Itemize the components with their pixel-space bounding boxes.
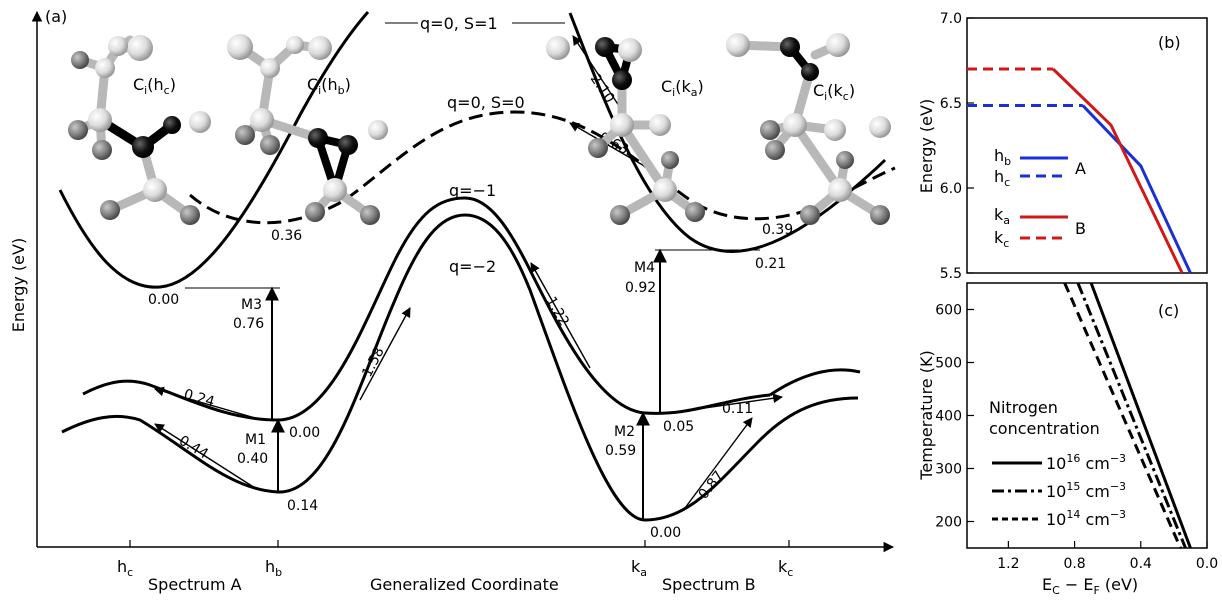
barrier-1-22: 1.22 bbox=[543, 294, 572, 329]
panel-c-x-ticks: 1.2 0.8 0.4 0.0 bbox=[997, 541, 1218, 572]
panel-c-x-tick-label: 0.8 bbox=[1063, 556, 1085, 572]
tick-hb: hb bbox=[265, 557, 282, 579]
transition-m4-value: 0.92 bbox=[625, 280, 656, 296]
curve-q-minus1 bbox=[82, 196, 771, 422]
legend-title-line2: concentration bbox=[989, 419, 1100, 438]
panel-c-y-ticks: 600 500 400 300 200 bbox=[935, 303, 974, 531]
spectrum-a-label: Spectrum A bbox=[148, 575, 242, 594]
tick-kc: kc bbox=[778, 557, 793, 579]
structure-ci-hb: Ci(hb) bbox=[227, 34, 388, 225]
structure-label-ka: Ci(ka) bbox=[661, 77, 704, 99]
legend-16-label: 1016 cm−3 bbox=[1046, 452, 1126, 473]
panel-b-y-axis-label: Energy (eV) bbox=[917, 99, 936, 193]
label-q0-s1: q=0, S=1 bbox=[420, 14, 498, 33]
panel-b-y-tick-label: 5.5 bbox=[940, 266, 962, 282]
curve-s1-left bbox=[58, 11, 370, 289]
panel-b-y-tick-label: 6.0 bbox=[940, 181, 962, 197]
structure-ci-ka: Ci(ka) bbox=[546, 36, 705, 225]
energy-q2-hb: 0.14 bbox=[287, 498, 318, 514]
energy-q2-ka: 0.00 bbox=[650, 525, 681, 541]
transition-m1-name: M1 bbox=[245, 432, 266, 448]
structure-label-hc: Ci(hc) bbox=[133, 75, 176, 97]
structure-ci-hc: Ci(hc) bbox=[68, 35, 211, 225]
transition-m2-value: 0.59 bbox=[605, 443, 636, 459]
panel-c-y-tick-label: 300 bbox=[935, 462, 962, 478]
panel-a: (a) Energy (eV) hc hb ka kc Spectrum A G… bbox=[9, 7, 896, 594]
barrier-0-24: 0.24 bbox=[182, 386, 216, 410]
panel-c-series-line bbox=[1063, 282, 1182, 549]
energy-s0-kc: 0.39 bbox=[762, 222, 793, 238]
legend-ka-label: ka bbox=[994, 205, 1010, 227]
spectrum-b-label: Spectrum B bbox=[662, 575, 756, 594]
label-q-minus1: q=−1 bbox=[449, 181, 496, 200]
legend-kc-label: kc bbox=[994, 228, 1009, 250]
legend-group-a: A bbox=[1075, 159, 1086, 178]
x-ticks bbox=[129, 540, 790, 547]
panel-a-label: (a) bbox=[45, 7, 67, 26]
panel-b-series-line bbox=[1052, 67, 1184, 274]
panel-c-series-line bbox=[1076, 282, 1187, 549]
panel-c-y-axis-label: Temperature (K) bbox=[917, 350, 936, 480]
panel-c-x-tick-label: 0.0 bbox=[1196, 556, 1218, 572]
legend-hc-label: hc bbox=[994, 167, 1010, 189]
barrier-0-44: 0.44 bbox=[176, 433, 211, 463]
panel-b-series-line bbox=[1081, 104, 1192, 274]
curve-q-minus1-tail bbox=[769, 368, 861, 397]
barrier-arrows bbox=[154, 35, 783, 509]
panel-b-y-ticks: 7.0 6.5 6.0 5.5 bbox=[940, 11, 974, 282]
panel-b-label: (b) bbox=[1158, 33, 1181, 52]
energy-s1-hc: 0.00 bbox=[148, 292, 179, 308]
panel-c-x-tick-label: 1.2 bbox=[997, 556, 1019, 572]
panel-b-frame bbox=[966, 17, 1208, 274]
structure-ci-kc: Ci(kc) bbox=[726, 33, 891, 225]
energy-s1-kc: 0.21 bbox=[755, 256, 786, 272]
y-axis-label: Energy (eV) bbox=[9, 238, 28, 332]
panel-b-y-tick-label: 7.0 bbox=[940, 11, 962, 27]
energy-q1-hb: 0.00 bbox=[289, 425, 320, 441]
structure-label-hb: Ci(hb) bbox=[307, 75, 351, 97]
panel-b-series bbox=[967, 67, 1192, 274]
energy-s0-hb: 0.36 bbox=[271, 228, 302, 244]
transition-m4-name: M4 bbox=[634, 260, 655, 276]
panel-c-label: (c) bbox=[1158, 301, 1179, 320]
panel-c-series-line bbox=[1089, 282, 1192, 549]
legend-hb-label: hb bbox=[994, 146, 1011, 168]
tick-hc: hc bbox=[117, 557, 133, 579]
panel-c: (c) Temperature (K) 600 500 400 300 200 1.2 0… bbox=[917, 282, 1218, 597]
x-axis-label: Generalized Coordinate bbox=[370, 575, 559, 594]
panel-c-y-tick-label: 400 bbox=[935, 409, 962, 425]
structure-label-kc: Ci(kc) bbox=[813, 81, 855, 103]
transition-m2-name: M2 bbox=[614, 424, 635, 440]
tick-ka: ka bbox=[631, 557, 647, 579]
barrier-0-11: 0.11 bbox=[722, 401, 753, 417]
panel-c-y-tick-label: 600 bbox=[935, 303, 962, 319]
transition-m1-value: 0.40 bbox=[237, 451, 268, 467]
transition-m3-value: 0.76 bbox=[233, 316, 264, 332]
panel-c-x-axis-label: EC − EF (eV) bbox=[1042, 575, 1138, 595]
legend-14-label: 1014 cm−3 bbox=[1046, 508, 1126, 529]
transition-m3-name: M3 bbox=[241, 297, 262, 313]
label-q-minus2: q=−2 bbox=[449, 257, 496, 276]
panel-c-y-tick-label: 200 bbox=[935, 515, 962, 531]
legend-group-b: B bbox=[1075, 219, 1086, 238]
label-q0-s0: q=0, S=0 bbox=[447, 93, 525, 112]
curve-q-minus2 bbox=[61, 213, 859, 522]
panel-c-y-tick-label: 500 bbox=[935, 356, 962, 372]
energy-q1-ka: 0.05 bbox=[663, 419, 694, 435]
legend-title-line1: Nitrogen bbox=[989, 398, 1058, 417]
panel-c-series bbox=[1063, 282, 1192, 549]
panel-b: (b) Energy (eV) 7.0 6.5 6.0 5.5 hb hc ka kc… bbox=[917, 11, 1208, 282]
panel-b-y-tick-label: 6.5 bbox=[940, 96, 962, 112]
barrier-0-87: 0.87 bbox=[696, 468, 728, 502]
legend-15-label: 1015 cm−3 bbox=[1046, 480, 1126, 501]
panel-c-x-tick-label: 0.4 bbox=[1130, 556, 1152, 572]
barrier-1-58: 1.58 bbox=[359, 345, 387, 380]
